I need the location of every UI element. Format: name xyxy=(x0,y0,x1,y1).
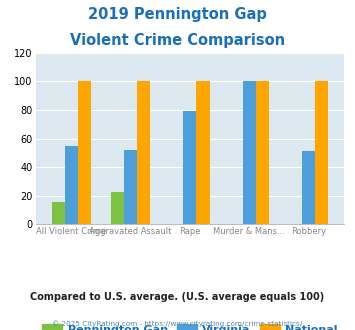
Bar xyxy=(78,82,91,224)
Bar xyxy=(111,191,124,224)
Bar xyxy=(65,146,78,224)
Bar xyxy=(124,150,137,224)
Bar xyxy=(196,82,209,224)
Bar xyxy=(184,112,196,224)
Bar xyxy=(137,82,150,224)
Bar xyxy=(256,82,269,224)
Bar xyxy=(243,82,256,224)
Text: 2019 Pennington Gap: 2019 Pennington Gap xyxy=(88,7,267,21)
Bar xyxy=(302,151,315,224)
Text: Compared to U.S. average. (U.S. average equals 100): Compared to U.S. average. (U.S. average … xyxy=(31,292,324,302)
Text: © 2025 CityRating.com - https://www.cityrating.com/crime-statistics/: © 2025 CityRating.com - https://www.city… xyxy=(53,321,302,327)
Legend: Pennington Gap, Virginia, National: Pennington Gap, Virginia, National xyxy=(38,319,342,330)
Text: Violent Crime Comparison: Violent Crime Comparison xyxy=(70,33,285,48)
Bar xyxy=(51,202,65,224)
Bar xyxy=(315,82,328,224)
